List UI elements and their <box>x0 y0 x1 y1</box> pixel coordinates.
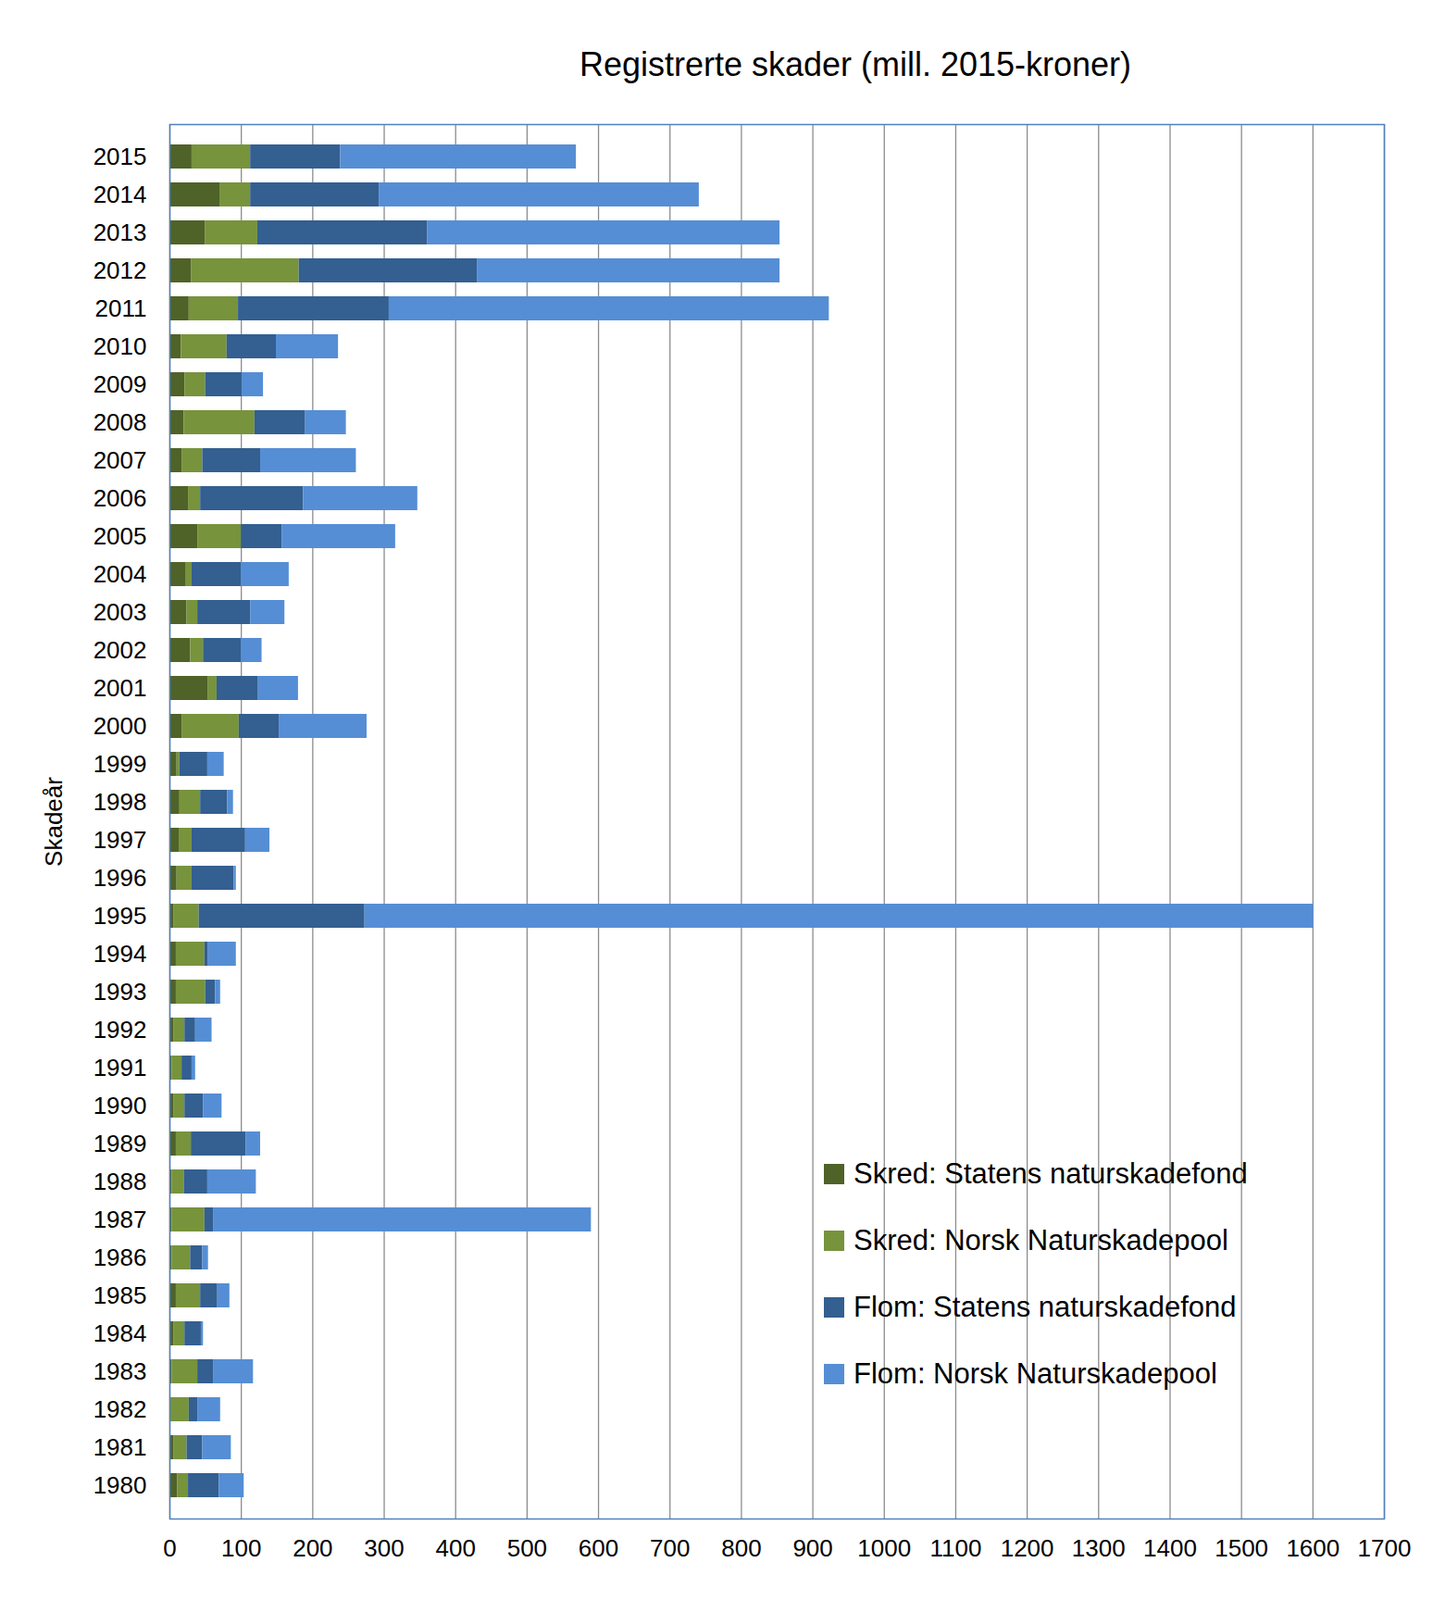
svg-text:1300: 1300 <box>1071 1533 1126 1562</box>
svg-text:2014: 2014 <box>93 180 148 209</box>
svg-text:1983: 1983 <box>93 1357 148 1385</box>
svg-text:2000: 2000 <box>93 711 148 740</box>
svg-text:2015: 2015 <box>93 142 148 171</box>
svg-text:2010: 2010 <box>93 332 148 361</box>
svg-text:1988: 1988 <box>93 1167 148 1196</box>
svg-text:300: 300 <box>363 1533 404 1562</box>
svg-text:0: 0 <box>162 1533 176 1562</box>
svg-text:2012: 2012 <box>93 256 148 285</box>
svg-text:1995: 1995 <box>93 901 148 930</box>
svg-text:1991: 1991 <box>93 1053 148 1082</box>
svg-text:1986: 1986 <box>93 1243 148 1272</box>
svg-text:900: 900 <box>792 1533 833 1562</box>
svg-text:2006: 2006 <box>93 484 148 512</box>
svg-text:2001: 2001 <box>93 673 148 702</box>
svg-text:2007: 2007 <box>93 446 148 474</box>
svg-text:1993: 1993 <box>93 977 148 1006</box>
svg-text:800: 800 <box>721 1533 761 1562</box>
svg-text:2013: 2013 <box>93 218 148 247</box>
svg-text:1600: 1600 <box>1285 1533 1340 1562</box>
svg-text:1998: 1998 <box>93 787 148 816</box>
svg-text:2011: 2011 <box>95 294 148 323</box>
svg-text:2005: 2005 <box>93 522 148 550</box>
svg-text:2009: 2009 <box>93 370 148 399</box>
html-text:Skred: Norsk Naturskadepool: Skred: Norsk Naturskadepool <box>853 1223 1229 1257</box>
svg-text:1981: 1981 <box>93 1433 148 1461</box>
svg-text:1982: 1982 <box>93 1395 148 1423</box>
svg-text:400: 400 <box>436 1533 476 1562</box>
svg-text:1999: 1999 <box>93 749 148 778</box>
svg-text:1992: 1992 <box>93 1015 148 1044</box>
svg-text:2003: 2003 <box>93 598 148 626</box>
html-text:Registrerte skader (mill. 2015: Registrerte skader (mill. 2015-kroner) <box>579 45 1132 84</box>
svg-text:2004: 2004 <box>93 560 148 588</box>
svg-text:1990: 1990 <box>93 1091 148 1120</box>
svg-text:1100: 1100 <box>929 1533 982 1562</box>
svg-text:700: 700 <box>649 1533 690 1562</box>
svg-text:1996: 1996 <box>93 863 148 892</box>
svg-text:200: 200 <box>292 1533 333 1562</box>
svg-text:1500: 1500 <box>1214 1533 1269 1562</box>
svg-text:1700: 1700 <box>1358 1533 1412 1562</box>
svg-text:1980: 1980 <box>93 1470 148 1499</box>
html-text:Flom: Norsk Naturskadepool: Flom: Norsk Naturskadepool <box>853 1357 1218 1390</box>
svg-text:Skadeår: Skadeår <box>39 776 68 867</box>
svg-text:1200: 1200 <box>1000 1533 1055 1562</box>
svg-text:2002: 2002 <box>93 635 148 664</box>
svg-text:1987: 1987 <box>93 1205 148 1234</box>
svg-text:1000: 1000 <box>857 1533 911 1562</box>
html-text:Skred: Statens naturskadefond: Skred: Statens naturskadefond <box>853 1157 1248 1190</box>
svg-text:500: 500 <box>507 1533 548 1562</box>
svg-text:600: 600 <box>578 1533 619 1562</box>
svg-text:100: 100 <box>221 1533 262 1562</box>
svg-text:1994: 1994 <box>93 939 148 968</box>
svg-text:1985: 1985 <box>93 1281 148 1309</box>
svg-text:1984: 1984 <box>93 1319 148 1347</box>
svg-text:1989: 1989 <box>93 1129 148 1158</box>
svg-text:1997: 1997 <box>93 825 148 854</box>
svg-text:1400: 1400 <box>1143 1533 1197 1562</box>
svg-text:2008: 2008 <box>93 408 148 437</box>
html-text:Flom: Statens naturskadefond: Flom: Statens naturskadefond <box>853 1290 1237 1323</box>
